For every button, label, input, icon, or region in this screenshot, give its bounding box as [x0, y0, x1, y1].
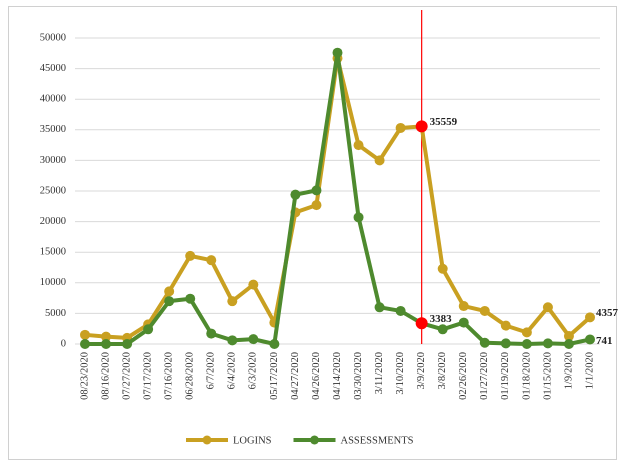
legend-marker [310, 435, 319, 445]
data-point [206, 255, 217, 266]
x-tick-label: 01/15/2020 [542, 352, 553, 400]
data-point [395, 122, 406, 133]
legend-label: ASSESSMENTS [341, 435, 414, 446]
x-tick-label: 04/14/2020 [332, 352, 343, 400]
x-tick-label: 3/9/2020 [416, 352, 427, 389]
x-tick-label: 07/17/2020 [143, 352, 154, 400]
y-tick-label: 5000 [45, 308, 66, 319]
data-point [269, 339, 280, 349]
data-point [395, 305, 406, 316]
data-point [353, 212, 364, 223]
x-tick-label: 6/3/2020 [248, 352, 259, 389]
data-point [164, 296, 175, 307]
x-tick-label: 1/9/2020 [563, 352, 574, 389]
x-tick-label: 1/1/2020 [584, 352, 595, 389]
y-tick-label: 15000 [40, 247, 66, 258]
data-point [585, 334, 595, 345]
y-tick-label: 25000 [40, 185, 66, 196]
data-point [353, 140, 364, 151]
legend-label: LOGINS [233, 435, 272, 446]
y-tick-label: 40000 [40, 94, 66, 105]
data-point [458, 301, 469, 312]
data-point [101, 331, 112, 342]
data-point [415, 317, 428, 330]
x-tick-label: 05/17/2020 [269, 352, 280, 400]
data-point [227, 296, 238, 307]
x-tick-label: 01/18/2020 [521, 352, 532, 400]
data-point [479, 305, 490, 316]
y-tick-label: 35000 [40, 124, 66, 135]
data-point [185, 293, 196, 304]
data-point [122, 339, 133, 349]
y-tick-label: 30000 [40, 155, 66, 166]
data-point [248, 334, 259, 345]
data-point [206, 328, 217, 339]
data-point [80, 339, 90, 349]
data-point [521, 327, 532, 338]
x-tick-label: 08/23/2020 [79, 352, 90, 400]
x-tick-label: 02/26/2020 [458, 352, 469, 400]
data-point [479, 337, 490, 348]
data-point [248, 279, 259, 290]
x-tick-label: 04/26/2020 [311, 352, 322, 400]
x-tick-label: 03/30/2020 [353, 352, 364, 400]
data-point [185, 250, 196, 261]
x-tick-label: 6/7/2020 [206, 352, 217, 389]
legend-marker [202, 435, 212, 445]
x-tick-label: 01/27/2020 [479, 352, 490, 400]
data-point [542, 338, 553, 349]
data-point [437, 324, 448, 335]
data-point [415, 120, 428, 133]
data-point [500, 338, 511, 349]
x-tick-label: 3/8/2020 [437, 352, 448, 389]
data-point [143, 324, 154, 335]
data-point [500, 320, 511, 331]
y-tick-label: 10000 [40, 277, 66, 288]
data-point [542, 302, 553, 313]
data-label: 4357 [596, 307, 619, 319]
y-tick-label: 45000 [40, 63, 66, 74]
data-point [80, 329, 90, 340]
y-tick-label: 0 [61, 338, 66, 349]
y-tick-label: 50000 [40, 32, 66, 43]
x-tick-label: 07/16/2020 [164, 352, 175, 400]
x-tick-label: 04/27/2020 [290, 352, 301, 400]
data-label: 741 [596, 335, 613, 347]
data-point [521, 339, 532, 349]
data-point [290, 189, 301, 200]
data-point [585, 312, 595, 323]
data-point [311, 200, 322, 211]
data-label: 35559 [430, 116, 458, 128]
chart-frame [8, 6, 617, 460]
x-tick-label: 07/27/2020 [121, 352, 132, 400]
data-point [101, 339, 112, 349]
x-tick-label: 08/16/2020 [100, 352, 111, 400]
data-point [458, 317, 469, 328]
data-point [311, 185, 322, 196]
data-point [332, 47, 343, 58]
y-tick-label: 20000 [40, 216, 66, 227]
data-point [227, 335, 238, 346]
x-tick-label: 01/19/2020 [500, 352, 511, 400]
data-point [164, 286, 175, 297]
x-tick-label: 3/10/2020 [395, 352, 406, 395]
data-point [374, 155, 385, 166]
data-point [374, 302, 385, 313]
data-point [437, 263, 448, 274]
data-point [563, 339, 574, 349]
data-label: 3383 [430, 313, 453, 325]
data-point [563, 331, 574, 342]
x-tick-label: 06/28/2020 [185, 352, 196, 400]
x-tick-label: 6/4/2020 [227, 352, 238, 389]
x-tick-label: 3/11/2020 [374, 352, 385, 394]
